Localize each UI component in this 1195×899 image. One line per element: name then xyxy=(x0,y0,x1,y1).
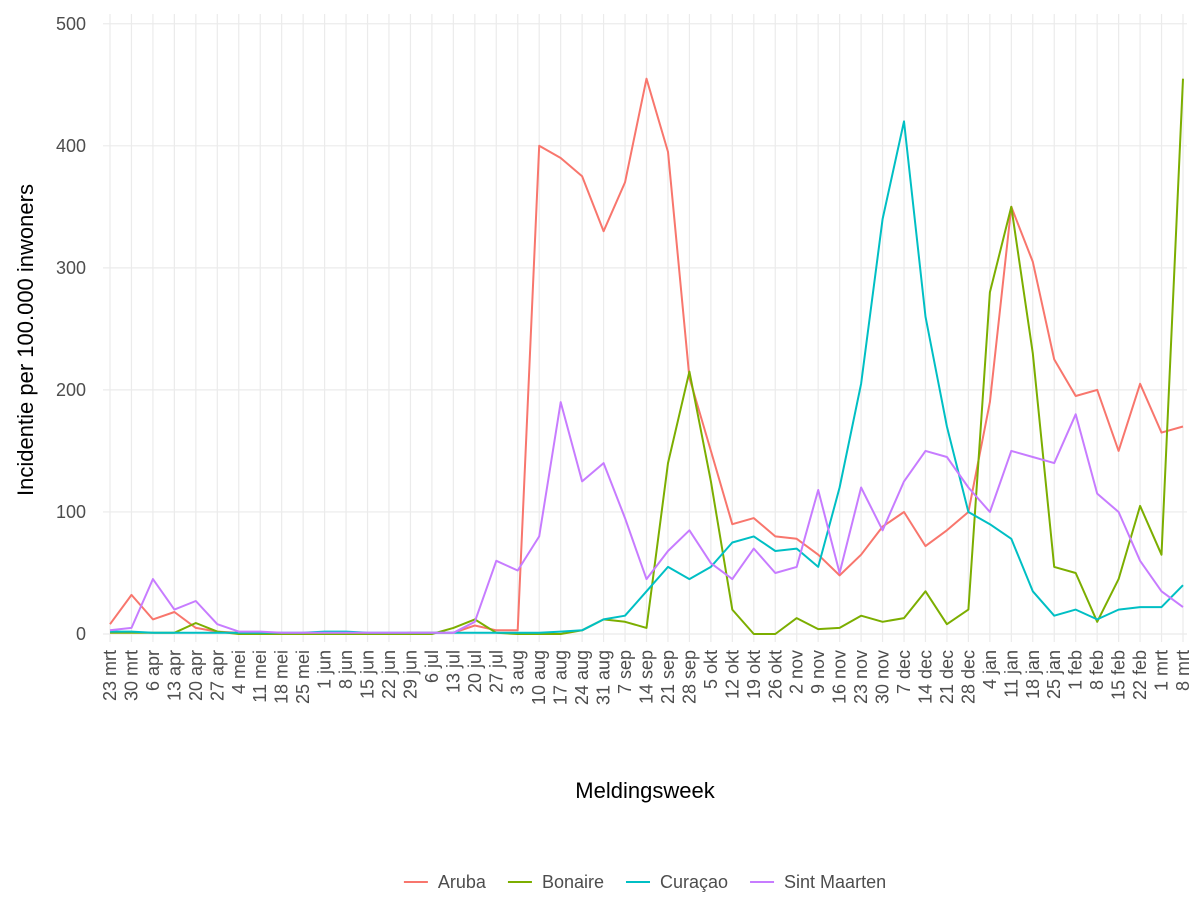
x-tick-label: 31 aug xyxy=(594,650,614,705)
series-line xyxy=(109,401,1184,634)
legend-label: Curaçao xyxy=(660,872,728,892)
x-tick-label: 11 mei xyxy=(250,650,270,703)
x-tick-label: 1 mrt xyxy=(1152,650,1172,691)
x-tick-label: 2 nov xyxy=(787,650,807,694)
x-tick-label: 19 okt xyxy=(744,650,764,699)
x-tick-label: 1 feb xyxy=(1066,650,1086,690)
x-tick-label: 8 feb xyxy=(1087,650,1107,690)
x-tick-label: 21 sep xyxy=(658,650,678,704)
x-tick-label: 18 mei xyxy=(272,650,292,704)
y-tick-label: 100 xyxy=(56,502,86,522)
x-tick-label: 15 jun xyxy=(358,650,378,699)
x-tick-label: 24 aug xyxy=(572,650,592,705)
x-tick-label: 16 nov xyxy=(830,650,850,704)
y-axis-title: Incidentie per 100.000 inwoners xyxy=(13,184,38,496)
x-tick-label: 1 jun xyxy=(315,650,335,689)
series-line xyxy=(110,78,1184,635)
y-tick-label: 400 xyxy=(56,136,86,156)
x-tick-label: 6 jul xyxy=(422,650,442,683)
x-tick-label: 23 mrt xyxy=(100,650,120,701)
y-tick-label: 200 xyxy=(56,380,86,400)
x-tick-label: 27 jul xyxy=(486,650,506,693)
x-tick-label: 7 dec xyxy=(894,650,914,694)
x-tick-label: 3 aug xyxy=(508,650,528,695)
x-tick-label: 14 dec xyxy=(915,650,935,704)
x-tick-label: 4 mei xyxy=(229,650,249,694)
x-tick-label: 30 nov xyxy=(873,650,893,704)
x-tick-label: 12 okt xyxy=(722,650,742,699)
legend-label: Bonaire xyxy=(542,872,604,892)
y-tick-label: 300 xyxy=(56,258,86,278)
y-tick-label: 0 xyxy=(76,624,86,644)
legend-label: Aruba xyxy=(438,872,487,892)
x-tick-label: 14 sep xyxy=(637,650,657,704)
legend-label: Sint Maarten xyxy=(784,872,886,892)
y-tick-label: 500 xyxy=(56,14,86,34)
x-tick-label: 26 okt xyxy=(765,650,785,699)
x-tick-label: 25 mei xyxy=(293,650,313,704)
x-tick-label: 13 jul xyxy=(443,650,463,693)
x-tick-label: 17 aug xyxy=(551,650,571,705)
x-tick-label: 22 jun xyxy=(379,650,399,699)
x-tick-label: 29 jun xyxy=(400,650,420,699)
x-tick-label: 23 nov xyxy=(851,650,871,704)
x-tick-label: 4 jan xyxy=(980,650,1000,689)
x-tick-label: 21 dec xyxy=(937,650,957,704)
x-tick-label: 13 apr xyxy=(164,650,184,701)
x-tick-label: 18 jan xyxy=(1023,650,1043,699)
x-tick-label: 9 nov xyxy=(808,650,828,694)
x-tick-label: 27 apr xyxy=(207,650,227,701)
x-tick-label: 11 jan xyxy=(1001,650,1021,698)
x-tick-label: 5 okt xyxy=(701,650,721,689)
legend: Aruba Bonaire Curaçao Sint Maarten xyxy=(403,872,886,892)
grid xyxy=(103,14,1187,642)
x-tick-label: 28 dec xyxy=(958,650,978,704)
x-tick-label: 6 apr xyxy=(143,650,163,691)
x-tick-label: 28 sep xyxy=(679,650,699,704)
x-tick-label: 7 sep xyxy=(615,650,635,694)
x-tick-label: 8 mrt xyxy=(1173,650,1193,691)
x-tick-label: 10 aug xyxy=(529,650,549,705)
x-axis-title: Meldingsweek xyxy=(575,778,715,803)
x-tick-label: 20 jul xyxy=(465,650,485,693)
x-tick-label: 25 jan xyxy=(1044,650,1064,699)
x-tick-label: 30 mrt xyxy=(121,650,141,701)
x-tick-label: 8 jun xyxy=(336,650,356,689)
x-tick-label: 20 apr xyxy=(186,650,206,701)
x-tick-label: 22 feb xyxy=(1130,650,1150,700)
x-tick-label: 15 feb xyxy=(1109,650,1129,700)
